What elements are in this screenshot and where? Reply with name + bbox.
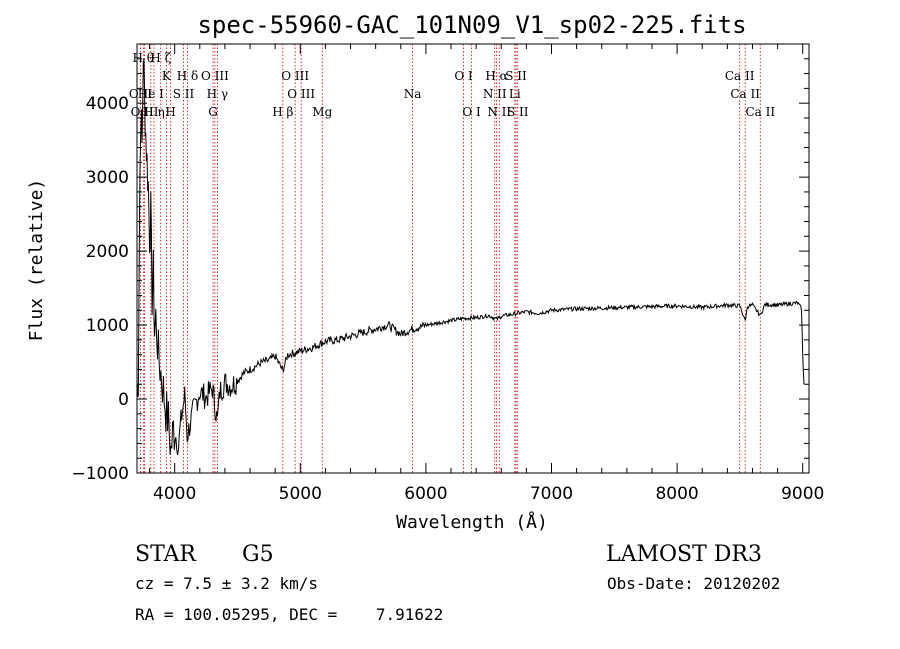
y-axis-label: Flux (relative) [26, 179, 47, 342]
spectral-line-label: O III [281, 69, 309, 83]
observation-date: Obs-Date: 20120202 [607, 574, 780, 593]
y-tick-label: 1000 [86, 316, 129, 336]
chart-title: spec-55960-GAC_101N09_V1_sp02-225.fits [197, 11, 746, 39]
y-tick-label: 3000 [86, 168, 129, 188]
x-axis-label: Wavelength (Å) [396, 511, 548, 533]
spectral-line-label: O I [462, 105, 481, 119]
spectral-line-label: Ca II [725, 69, 755, 83]
spectral-line-label: Ca II [730, 87, 760, 101]
spectral-line-label: N II [487, 105, 511, 119]
x-tick-label: 5000 [279, 484, 322, 504]
spectral-line-label: H δ [177, 69, 199, 83]
spectral-line-label: H γ [207, 87, 228, 101]
spectral-line-label: S II [507, 105, 529, 119]
spectral-line-label: O III [287, 87, 315, 101]
object-class: STAR [135, 542, 197, 567]
x-tick-label: 7000 [530, 484, 573, 504]
spectral-line-label: H θ [133, 51, 155, 65]
spectral-line-label: H η [143, 105, 164, 119]
plot-frame [136, 43, 810, 474]
spectral-line-label: K [162, 69, 172, 83]
spectral-line-label: H β [272, 105, 293, 119]
x-tick-label: 9000 [781, 484, 824, 504]
spectral-line-label: Ca II [745, 105, 775, 119]
spectral-line-label: He I [138, 87, 164, 101]
spectral-line-label: H α [485, 69, 507, 83]
spectral-line-label: H [165, 105, 175, 119]
spectral-lines-layer [139, 44, 761, 473]
y-tick-label: 4000 [86, 94, 129, 114]
spectral-line-label: S II [505, 69, 527, 83]
spectral-line-label: S II [173, 87, 195, 101]
survey-name: LAMOST DR3 [606, 542, 762, 567]
y-tick-label: −1000 [71, 464, 129, 484]
ra-dec: RA = 100.05295, DEC = 7.91622 [135, 605, 443, 624]
x-tick-label: 8000 [655, 484, 698, 504]
spectrum-line [136, 58, 805, 456]
spectral-line-label: G [208, 105, 218, 119]
x-tick-label: 4000 [153, 484, 196, 504]
redshift-velocity: cz = 7.5 ± 3.2 km/s [135, 574, 318, 593]
spectral-line-label: Mg [312, 105, 332, 119]
spectral-line-label: O II [129, 87, 152, 101]
y-tick-label: 2000 [86, 242, 129, 262]
spectral-line-label: Na [404, 87, 422, 101]
x-tick-label: 6000 [404, 484, 447, 504]
y-axis-ticks: −1000 0 1000 2000 3000 4000 [71, 58, 809, 484]
spectral-line-label: O I [454, 69, 473, 83]
spectral-line-label: O III [201, 69, 229, 83]
y-tick-label: 0 [118, 390, 129, 410]
spectral-line-label: H ζ [150, 51, 171, 65]
spectral-line-label: Li [509, 87, 521, 101]
object-subclass: G5 [242, 542, 274, 567]
spectral-line-label: N II [483, 87, 507, 101]
x-axis-ticks: 4000 5000 6000 7000 8000 9000 [149, 44, 824, 504]
